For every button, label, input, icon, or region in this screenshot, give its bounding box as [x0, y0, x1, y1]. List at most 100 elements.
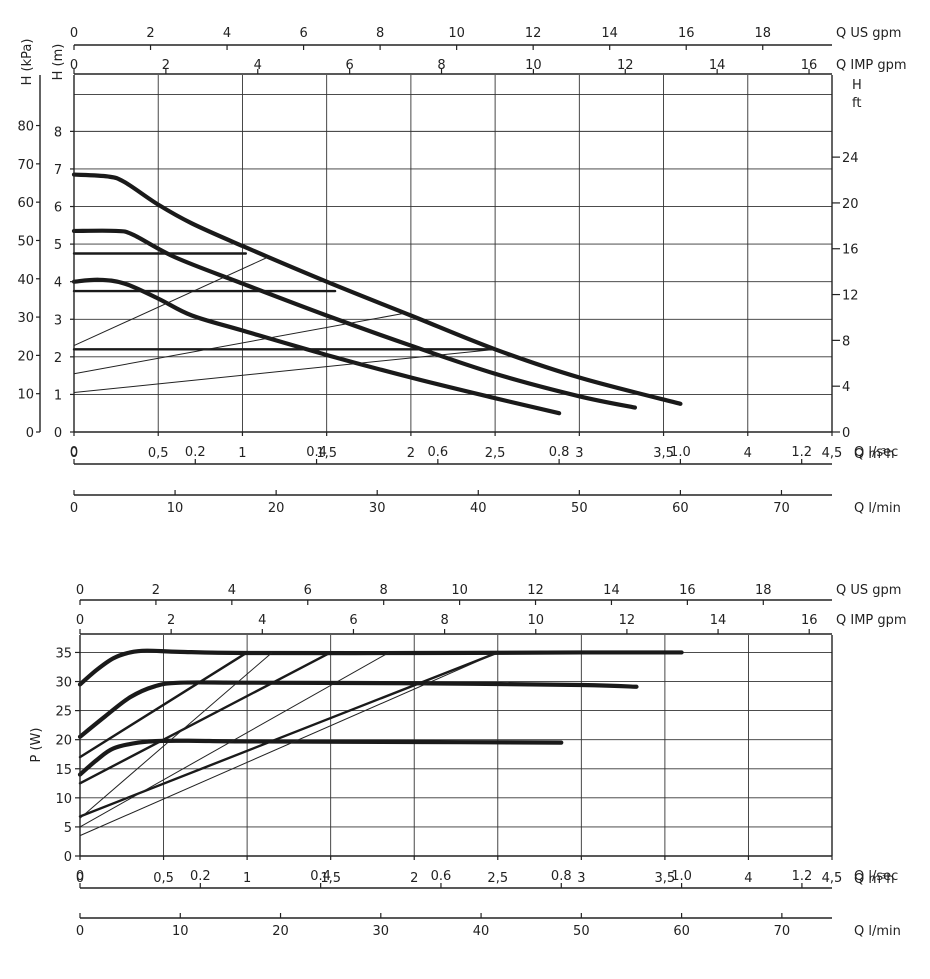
chart1-y-m-label: 7 — [54, 163, 62, 178]
chart2-x-tick-label: 4,5 — [822, 871, 843, 886]
chart1-top-axis-label: 6 — [299, 26, 307, 41]
chart1-y-ft-label: 4 — [842, 380, 850, 395]
chart1-top-axis-label: 0 — [70, 58, 78, 73]
chart1-x-tick-label: 0,5 — [148, 446, 169, 461]
chart2-y-label: 0 — [64, 850, 72, 865]
chart1-bottom-axis-label: 70 — [773, 501, 790, 516]
chart1-x-tick-label: 4,5 — [822, 446, 843, 461]
chart1-y-kpa-label: 20 — [17, 349, 34, 364]
chart2-series-3-constant — [78, 651, 249, 759]
chart2-series-7-proportional — [79, 652, 390, 828]
chart1-series-6-proportional — [73, 256, 268, 347]
chart1-top-axis-label: 12 — [617, 58, 634, 73]
chart2-top-axis-label: 2 — [152, 583, 160, 598]
chart2-bottom-axis-label: 1.2 — [792, 869, 813, 884]
chart1-bottom-axis-label: 0.6 — [427, 445, 448, 460]
chart2-top-axis-label: 16 — [801, 613, 818, 628]
chart1-y-m-label: 1 — [54, 388, 62, 403]
chart2-top-axis-label: 8 — [440, 613, 448, 628]
chart2-top-axis-title: Q US gpm — [836, 583, 901, 598]
chart2-top-axis-label: 10 — [527, 613, 544, 628]
chart1-bottom-axis-label: 0.4 — [306, 445, 327, 460]
chart1-bottom-axis-label: 30 — [369, 501, 386, 516]
chart1-y-m-label: 6 — [54, 201, 62, 216]
chart1-series-0-max-curve — [71, 172, 683, 406]
chart1-y-ft-title-h: H — [852, 78, 862, 93]
chart2-top-axis-label: 6 — [349, 613, 357, 628]
chart1-top-axis-label: 8 — [376, 26, 384, 41]
chart1-series-8-proportional — [73, 348, 496, 394]
chart2-top-axis-label: 12 — [619, 613, 636, 628]
chart1-top-axis-label: 6 — [345, 58, 353, 73]
chart1-bottom-axis-label: 0 — [70, 501, 78, 516]
chart1-bottom-axis-label: 0.8 — [549, 445, 570, 460]
chart2-top-axis-label: 12 — [527, 583, 544, 598]
chart1-top-axis-label: 10 — [525, 58, 542, 73]
chart1-bottom-axis-label: 1.0 — [670, 445, 691, 460]
chart1-y-kpa-label: 80 — [17, 120, 34, 135]
chart1-top-axis-label: 14 — [601, 26, 618, 41]
chart2-top-axis-label: 16 — [679, 583, 696, 598]
chart2-series-4-constant — [78, 651, 332, 785]
chart1-top-axis-label: 8 — [437, 58, 445, 73]
chart1-y-kpa-label: 40 — [17, 273, 34, 288]
chart1-top-axis-label: 2 — [146, 26, 154, 41]
chart2-bottom-axis-label: 30 — [373, 924, 390, 939]
chart2-y-label: 5 — [64, 821, 72, 836]
chart2-y-title: P (W) — [29, 728, 44, 763]
chart1-bottom-axis-label: 0.2 — [185, 445, 206, 460]
chart2-bottom-axis-label: 0 — [76, 924, 84, 939]
chart2-y-label: 10 — [55, 792, 72, 807]
chart2-top-axis-label: 18 — [755, 583, 772, 598]
chart2-y-label: 25 — [55, 705, 72, 720]
chart1-x-tick-label: 2 — [407, 446, 415, 461]
chart2-series-6-proportional — [79, 652, 273, 819]
chart1-y-ft-label: 0 — [842, 426, 850, 441]
chart1-bottom-axis-label: 50 — [571, 501, 588, 516]
chart1-top-axis-label: 12 — [525, 26, 542, 41]
chart1-y-kpa-label: 10 — [17, 388, 34, 403]
chart2-x-tick-label: 3,5 — [655, 871, 676, 886]
chart2-series-0-max-curve — [77, 648, 684, 687]
chart2-x-tick-label: 1 — [243, 871, 251, 886]
chart2-bottom-axis-title: Q l/min — [854, 924, 901, 939]
chart2-top-axis-label: 0 — [76, 583, 84, 598]
chart1-x-tick-label: 3 — [575, 446, 583, 461]
chart1-top-axis-label: 2 — [162, 58, 170, 73]
chart2-bottom-axis-label: 10 — [172, 924, 189, 939]
chart1-top-axis-label: 10 — [448, 26, 465, 41]
chart1-bottom-axis-label: 20 — [268, 501, 285, 516]
chart2-top-axis-label: 8 — [380, 583, 388, 598]
chart1-y-kpa-label: 60 — [17, 196, 34, 211]
chart2-top-axis-label: 10 — [451, 583, 468, 598]
chart2-x-tick-label: 2,5 — [487, 871, 508, 886]
chart2-bottom-axis-label: 20 — [272, 924, 289, 939]
chart2-x-tick-label: 3 — [577, 871, 585, 886]
chart2-bottom-axis-label: 70 — [774, 924, 791, 939]
chart2-bottom-axis-label: 50 — [573, 924, 590, 939]
chart2-series-2-max-curve — [77, 738, 564, 777]
chart2-top-axis-label: 14 — [603, 583, 620, 598]
chart1-top-axis-title: Q US gpm — [836, 26, 901, 41]
chart1-y-m-title: H (m) — [51, 44, 66, 81]
chart1-bottom-axis-label: 60 — [672, 501, 689, 516]
chart2-bottom-axis-label: 0 — [76, 869, 84, 884]
chart1-y-ft-label: 16 — [842, 243, 859, 258]
chart1-y-ft-title-ft: ft — [852, 96, 861, 111]
chart2-top-axis-label: 14 — [710, 613, 727, 628]
chart2-bottom-axis-label: 0.4 — [310, 869, 331, 884]
chart1-y-kpa-label: 50 — [17, 234, 34, 249]
chart1-y-ft-label: 24 — [842, 151, 859, 166]
chart2-x-tick-label: 1,5 — [320, 871, 341, 886]
chart2-top-axis-title: Q IMP gpm — [836, 613, 907, 628]
chart2-x-tick-label: 4 — [744, 871, 752, 886]
chart1-bottom-axis-label: 1.2 — [791, 445, 812, 460]
chart2-y-label: 30 — [55, 676, 72, 691]
chart2-series-5-constant — [78, 651, 499, 818]
chart1-y-m-label: 3 — [54, 313, 62, 328]
chart1-x-axis-title: Q m³h — [854, 447, 894, 462]
chart1-y-ft-label: 20 — [842, 197, 859, 212]
chart1-x-tick-label: 3,5 — [653, 446, 674, 461]
chart1-bottom-axis-label: 10 — [167, 501, 184, 516]
chart1-bottom-axis-title: Q l/sec — [854, 445, 898, 460]
